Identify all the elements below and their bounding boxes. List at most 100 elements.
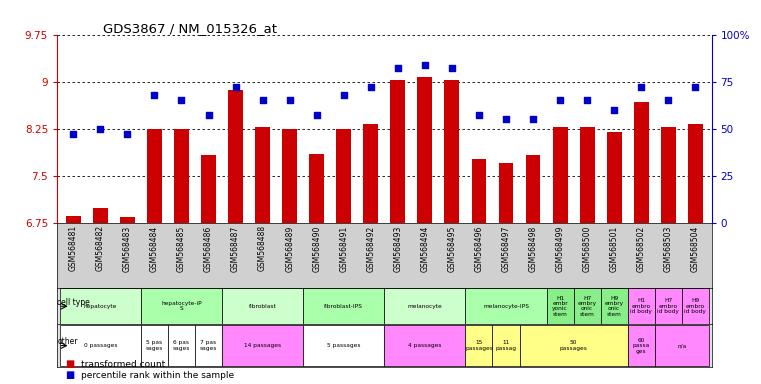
Text: fibroblast-IPS: fibroblast-IPS: [324, 304, 363, 309]
Text: other: other: [57, 337, 78, 346]
Text: GSM568496: GSM568496: [474, 225, 483, 272]
Bar: [546, 288, 574, 324]
Text: cell type: cell type: [57, 298, 90, 307]
Bar: [552, 127, 568, 223]
Text: GSM568492: GSM568492: [366, 225, 375, 271]
Bar: [418, 76, 432, 223]
Bar: [93, 208, 108, 223]
Point: [473, 113, 485, 119]
Bar: [120, 217, 135, 223]
Bar: [628, 288, 654, 324]
Point: [608, 107, 620, 113]
Text: GSM568490: GSM568490: [312, 225, 321, 272]
Text: GDS3867 / NM_015326_at: GDS3867 / NM_015326_at: [103, 22, 277, 35]
Bar: [492, 325, 520, 366]
Point: [446, 65, 458, 71]
Text: 11
passag: 11 passag: [495, 340, 517, 351]
Bar: [526, 155, 540, 223]
Text: GSM568482: GSM568482: [96, 225, 105, 271]
Point: [419, 61, 431, 68]
Bar: [628, 325, 654, 366]
Text: ■: ■: [65, 359, 74, 369]
Bar: [60, 288, 141, 324]
Bar: [466, 288, 546, 324]
Text: 15
passages: 15 passages: [465, 340, 493, 351]
Point: [635, 84, 648, 90]
Text: hepatocyte: hepatocyte: [84, 304, 117, 309]
Point: [202, 113, 215, 119]
Point: [527, 116, 539, 122]
Point: [365, 84, 377, 90]
Text: GSM568498: GSM568498: [529, 225, 537, 271]
Text: GSM568499: GSM568499: [556, 225, 565, 272]
Bar: [282, 129, 297, 223]
Text: GSM568485: GSM568485: [177, 225, 186, 271]
Text: GSM568488: GSM568488: [258, 225, 267, 271]
Bar: [634, 102, 648, 223]
Text: 6 pas
sages: 6 pas sages: [173, 340, 190, 351]
Point: [67, 131, 79, 137]
Text: 7 pas
sages: 7 pas sages: [200, 340, 217, 351]
Point: [284, 98, 296, 104]
Bar: [654, 288, 682, 324]
Text: fibroblast: fibroblast: [249, 304, 276, 309]
Bar: [147, 129, 162, 223]
Point: [121, 131, 133, 137]
Bar: [661, 127, 676, 223]
Point: [175, 98, 187, 104]
Bar: [336, 129, 351, 223]
Bar: [688, 124, 702, 223]
Bar: [363, 124, 378, 223]
Text: ■: ■: [65, 370, 74, 380]
Bar: [384, 288, 466, 324]
Text: GSM568502: GSM568502: [637, 225, 646, 271]
Bar: [520, 325, 628, 366]
Point: [554, 98, 566, 104]
Bar: [390, 80, 406, 223]
Bar: [309, 154, 324, 223]
Text: 60
passa
ges: 60 passa ges: [632, 338, 650, 354]
Text: melanocyte: melanocyte: [407, 304, 442, 309]
Text: H9
embro
id body: H9 embro id body: [684, 298, 706, 314]
Bar: [228, 90, 243, 223]
Text: n/a: n/a: [677, 343, 686, 348]
Text: GSM568484: GSM568484: [150, 225, 159, 271]
Text: 0 passages: 0 passages: [84, 343, 117, 348]
Text: 50
passages: 50 passages: [559, 340, 587, 351]
Text: GSM568493: GSM568493: [393, 225, 403, 272]
Text: melanocyte-IPS: melanocyte-IPS: [483, 304, 529, 309]
Text: transformed count: transformed count: [81, 361, 166, 369]
Text: GSM568503: GSM568503: [664, 225, 673, 272]
Point: [310, 113, 323, 119]
Text: GSM568501: GSM568501: [610, 225, 619, 271]
Bar: [255, 127, 270, 223]
Text: H9
embry
onic
stem: H9 embry onic stem: [605, 296, 624, 317]
Bar: [222, 325, 303, 366]
Text: 5 passages: 5 passages: [327, 343, 361, 348]
Bar: [141, 325, 168, 366]
Bar: [60, 325, 141, 366]
Point: [256, 98, 269, 104]
Bar: [174, 129, 189, 223]
Text: GSM568495: GSM568495: [447, 225, 457, 272]
Bar: [574, 288, 600, 324]
Point: [500, 116, 512, 122]
Bar: [384, 325, 466, 366]
Bar: [168, 325, 195, 366]
Bar: [682, 288, 708, 324]
Text: GSM568481: GSM568481: [68, 225, 78, 271]
Bar: [201, 155, 216, 223]
Point: [338, 92, 350, 98]
Bar: [66, 217, 81, 223]
Text: hepatocyte-iP
S: hepatocyte-iP S: [161, 301, 202, 311]
Bar: [195, 325, 222, 366]
Text: 14 passages: 14 passages: [244, 343, 281, 348]
Bar: [444, 80, 460, 223]
Bar: [607, 132, 622, 223]
Text: GSM568500: GSM568500: [583, 225, 591, 272]
Point: [662, 98, 674, 104]
Text: GSM568497: GSM568497: [501, 225, 511, 272]
Bar: [600, 288, 628, 324]
Point: [581, 98, 594, 104]
Point: [392, 65, 404, 71]
